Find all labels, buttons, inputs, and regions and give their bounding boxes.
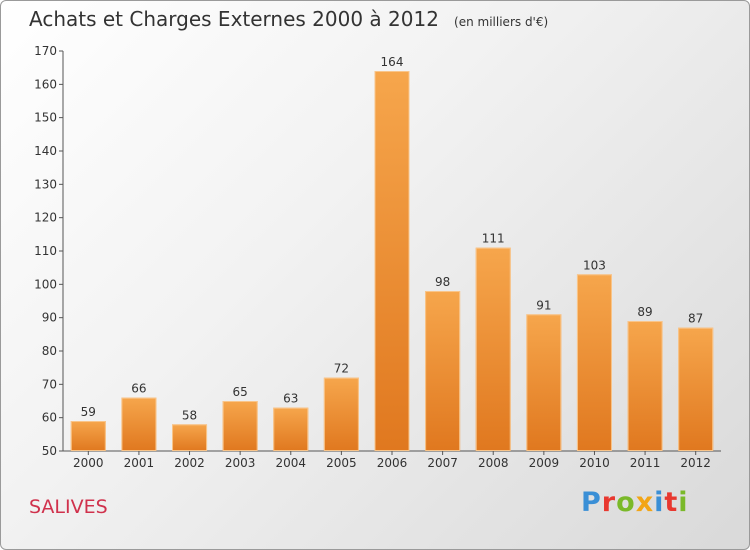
bar-2000 <box>70 421 106 451</box>
y-tick-label: 160 <box>34 77 57 91</box>
labels: 2000 59 2001 66 2002 58 2003 65 2004 63 2005 72 2006… <box>73 55 711 470</box>
value-label: 111 <box>482 232 505 246</box>
y-tick-label: 110 <box>34 244 57 258</box>
y-tick-label: 150 <box>34 111 57 125</box>
axes: 50 60 70 80 90 100 110 120 130 140 150 160 170 <box>34 44 721 458</box>
bar-2003 <box>222 401 258 451</box>
bar-outline <box>425 291 461 451</box>
x-tick-label: 2003 <box>225 456 256 470</box>
value-label: 63 <box>283 392 298 406</box>
y-tick-label: 50 <box>42 444 57 458</box>
y-tick-label: 80 <box>42 344 57 358</box>
value-label: 87 <box>688 312 703 326</box>
bars <box>70 71 714 452</box>
y-tick-label: 130 <box>34 177 57 191</box>
value-label: 98 <box>435 275 450 289</box>
logo-letter: r <box>601 487 617 518</box>
proxiti-logo: Proxiti <box>581 487 689 518</box>
logo-letter: i <box>654 487 665 518</box>
value-label: 89 <box>637 305 652 319</box>
bar-2004 <box>273 407 309 451</box>
bar-outline <box>475 247 511 451</box>
value-label: 164 <box>381 55 404 69</box>
x-tick-label: 2002 <box>174 456 205 470</box>
x-tick-label: 2012 <box>680 456 711 470</box>
value-label: 66 <box>131 382 146 396</box>
x-tick-label: 2008 <box>478 456 509 470</box>
x-tick-label: 2004 <box>275 456 306 470</box>
bar-2009 <box>526 314 562 451</box>
bar-outline <box>222 401 258 451</box>
y-tick-label: 170 <box>34 44 57 58</box>
x-tick-label: 2010 <box>579 456 610 470</box>
bar-2007 <box>425 291 461 451</box>
value-label: 91 <box>536 298 551 312</box>
logo-letter: i <box>678 487 689 518</box>
bar-2010 <box>576 274 612 451</box>
bar-2001 <box>121 397 157 451</box>
logo-letter: t <box>664 487 679 518</box>
x-tick-label: 2001 <box>124 456 155 470</box>
y-tick-label: 100 <box>34 277 57 291</box>
bar-outline <box>70 421 106 451</box>
value-label: 58 <box>182 408 197 422</box>
x-tick-label: 2005 <box>326 456 357 470</box>
y-tick-label: 140 <box>34 144 57 158</box>
y-tick-label: 60 <box>42 411 57 425</box>
bar-outline <box>121 397 157 451</box>
y-tick-label: 120 <box>34 211 57 225</box>
chart-title: Achats et Charges Externes 2000 à 2012 (… <box>29 7 548 31</box>
bar-2012 <box>678 327 714 451</box>
unit-label: (en milliers d'€) <box>454 15 549 29</box>
title-text: Achats et Charges Externes 2000 à 2012 <box>29 7 439 31</box>
commune-name: SALIVES <box>29 496 108 518</box>
bar-outline <box>374 71 410 451</box>
x-tick-label: 2000 <box>73 456 104 470</box>
logo-letter: x <box>635 487 655 518</box>
value-label: 103 <box>583 258 606 272</box>
x-tick-label: 2009 <box>529 456 560 470</box>
bar-outline <box>576 274 612 452</box>
y-tick-label: 70 <box>42 377 57 391</box>
x-tick-label: 2007 <box>427 456 458 470</box>
bar-2011 <box>627 321 663 451</box>
bar-outline <box>273 407 309 451</box>
bar-outline <box>627 321 663 451</box>
x-tick-label: 2006 <box>377 456 408 470</box>
bar-outline <box>678 327 714 451</box>
value-label: 59 <box>81 405 96 419</box>
bar-outline <box>526 314 562 452</box>
y-tick-label: 90 <box>42 311 57 325</box>
logo-letter: P <box>581 487 602 518</box>
bar-outline <box>323 377 359 451</box>
bar-2008 <box>475 247 511 451</box>
bar-outline <box>172 424 208 452</box>
logo-letter: o <box>616 487 636 518</box>
bar-2006 <box>374 71 410 451</box>
bar-2005 <box>323 377 359 451</box>
value-label: 72 <box>334 362 349 376</box>
x-tick-label: 2011 <box>630 456 661 470</box>
value-label: 65 <box>233 385 248 399</box>
bar-2002 <box>172 424 208 451</box>
